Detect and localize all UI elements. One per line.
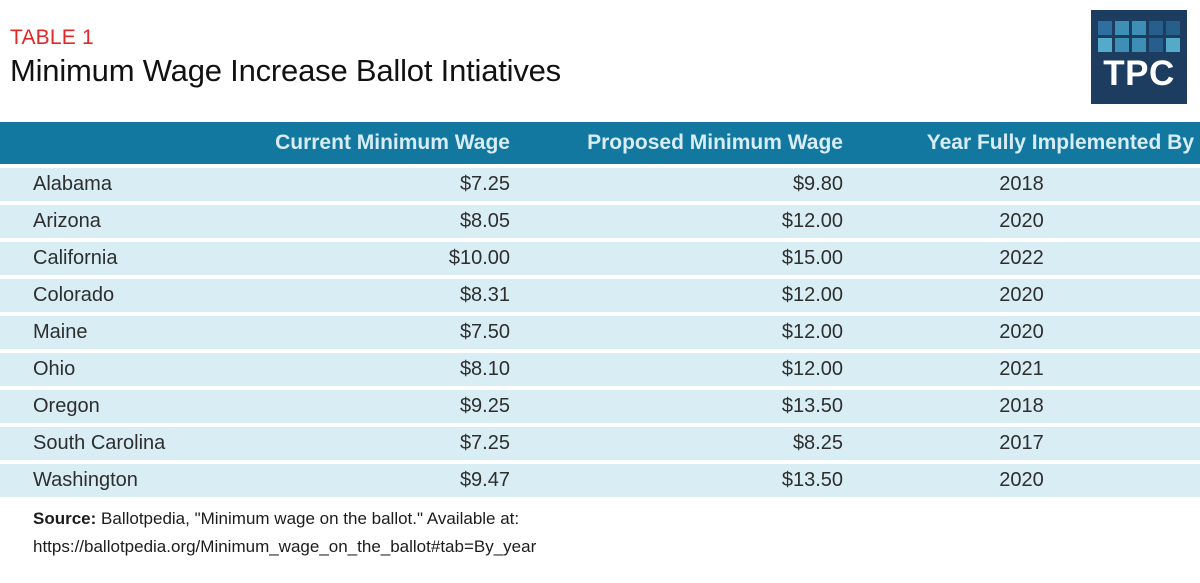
table-row: Oregon $9.25 $13.50 2018: [0, 390, 1200, 423]
proposed-wage-cell: $12.00: [781, 321, 843, 343]
proposed-wage-cell: $12.00: [781, 284, 843, 306]
logo-square: [1115, 21, 1129, 35]
table-row: Maine $7.50 $12.00 2020: [0, 316, 1200, 349]
logo-square: [1132, 21, 1146, 35]
proposed-wage-cell: $13.50: [781, 469, 843, 491]
year-cell: 2017: [999, 432, 1044, 454]
table-number-label: TABLE 1: [10, 26, 94, 49]
table-row: South Carolina $7.25 $8.25 2017: [0, 427, 1200, 460]
year-cell: 2022: [999, 247, 1044, 269]
logo-square: [1115, 38, 1129, 52]
year-cell: 2018: [999, 395, 1044, 417]
year-cell: 2020: [999, 469, 1044, 491]
tpc-logo-grid-icon: [1098, 21, 1180, 52]
state-cell: Ohio: [33, 358, 76, 380]
current-wage-cell: $7.25: [459, 432, 510, 454]
state-cell: Arizona: [33, 210, 101, 232]
logo-square: [1166, 38, 1180, 52]
logo-square: [1098, 21, 1112, 35]
state-cell: Alabama: [33, 173, 112, 195]
year-cell: 2020: [999, 321, 1044, 343]
logo-square: [1149, 21, 1163, 35]
proposed-wage-cell: $12.00: [781, 358, 843, 380]
tpc-logo: TPC: [1091, 10, 1187, 104]
source-label: Source:: [33, 509, 97, 528]
table-header-row: Current Minimum Wage Proposed Minimum Wa…: [0, 122, 1200, 164]
source-url: https://ballotpedia.org/Minimum_wage_on_…: [33, 537, 537, 556]
header-proposed-wage-column: Proposed Minimum Wage: [587, 131, 843, 154]
logo-square: [1132, 38, 1146, 52]
figure-header: TABLE 1 Minimum Wage Increase Ballot Int…: [0, 0, 1200, 122]
title-block: TABLE 1 Minimum Wage Increase Ballot Int…: [0, 0, 1200, 90]
table-row: Arizona $8.05 $12.00 2020: [0, 205, 1200, 238]
current-wage-cell: $8.05: [459, 210, 510, 232]
proposed-wage-cell: $15.00: [781, 247, 843, 269]
data-table: Current Minimum Wage Proposed Minimum Wa…: [0, 122, 1200, 497]
proposed-wage-cell: $12.00: [781, 210, 843, 232]
state-cell: South Carolina: [33, 432, 166, 454]
proposed-wage-cell: $9.80: [792, 173, 843, 195]
current-wage-cell: $10.00: [448, 247, 510, 269]
current-wage-cell: $7.50: [459, 321, 510, 343]
current-wage-cell: $7.25: [459, 173, 510, 195]
year-cell: 2021: [999, 358, 1044, 380]
source-line-1: Source: Ballotpedia, "Minimum wage on th…: [33, 505, 1200, 533]
source-note: Source: Ballotpedia, "Minimum wage on th…: [33, 505, 1200, 561]
page-title: Minimum Wage Increase Ballot Intiatives: [10, 53, 561, 88]
state-cell: Colorado: [33, 284, 115, 306]
table-row: Colorado $8.31 $12.00 2020: [0, 279, 1200, 312]
year-cell: 2020: [999, 284, 1044, 306]
state-cell: Washington: [33, 469, 138, 491]
current-wage-cell: $9.47: [459, 469, 510, 491]
state-cell: Maine: [33, 321, 88, 343]
proposed-wage-cell: $8.25: [792, 432, 843, 454]
header-year-column: Year Fully Implemented By: [926, 131, 1194, 154]
logo-square: [1149, 38, 1163, 52]
table-row: Washington $9.47 $13.50 2020: [0, 464, 1200, 497]
year-cell: 2018: [999, 173, 1044, 195]
table-row: Alabama $7.25 $9.80 2018: [0, 168, 1200, 201]
header-current-wage-column: Current Minimum Wage: [275, 131, 510, 154]
table-row: California $10.00 $15.00 2022: [0, 242, 1200, 275]
source-text: Ballotpedia, "Minimum wage on the ballot…: [96, 509, 520, 528]
current-wage-cell: $8.31: [459, 284, 510, 306]
current-wage-cell: $9.25: [459, 395, 510, 417]
year-cell: 2020: [999, 210, 1044, 232]
table-row: Ohio $8.10 $12.00 2021: [0, 353, 1200, 386]
current-wage-cell: $8.10: [459, 358, 510, 380]
logo-square: [1166, 21, 1180, 35]
state-cell: California: [33, 247, 118, 269]
proposed-wage-cell: $13.50: [781, 395, 843, 417]
logo-square: [1098, 38, 1112, 52]
state-cell: Oregon: [33, 395, 100, 417]
tpc-logo-text: TPC: [1103, 54, 1175, 93]
